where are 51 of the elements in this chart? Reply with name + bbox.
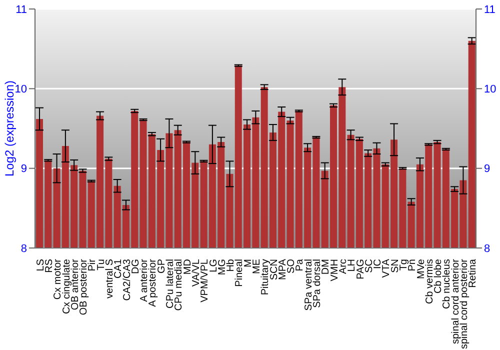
x-tick-label: LS [35,258,46,272]
x-tick-label: ME [252,258,262,274]
x-tick-label: Tg [398,259,410,271]
x-tick-label: Pir [87,258,98,272]
y2-tick-label: 11 [484,4,496,16]
x-tick-label: MG [216,258,228,276]
x-tick-label: Tu [96,259,107,270]
x-tick-label: Pa [294,258,306,272]
x-tick-label: Pineal [234,259,246,287]
x-tick-label: Arc [338,259,349,274]
x-tick-label: A posterior [148,258,159,307]
x-tick-label: spinal cord posterior [459,258,470,350]
x-tick-label: RS [44,258,55,273]
x-tick-label: LG [208,258,220,272]
x-tick-label: SPa ventral [303,259,314,311]
y2-tick-label: 8 [484,242,490,255]
x-tick-label: CPu medial [174,259,185,311]
x-tick-label: DG [130,258,142,274]
x-tick-label: LH [346,259,358,272]
x-tick-label: VMH [329,259,340,282]
x-tick-label: SC [364,259,375,273]
y2-tick-label: 9 [484,163,490,176]
x-tick-label: DM [320,259,332,275]
x-tick-label: SN [390,259,401,273]
x-tick-label: Retina [468,258,479,288]
x-tick-label: GP [156,258,168,274]
x-tick-label: OB anterior [70,258,81,310]
x-tick-label: Pituitary [260,259,272,296]
x-tick-label: OB posterior [78,258,90,316]
x-tick-label: PAG [355,258,366,280]
x-tick-label: VTA [381,258,392,278]
y-tick-label: 11 [16,4,27,16]
x-tick-label: CA1 [113,258,124,278]
x-tick-label: Cx cingulate [61,258,72,314]
x-tick-label: M [242,259,254,268]
x-tick-label: spinal cord anterior [450,258,462,344]
y-axis-title: Log2 (expression) [2,80,16,177]
x-tick-label: VPM/VPL [200,258,211,302]
y-tick-label: 8 [20,242,27,255]
y2-tick-label: 10 [484,84,496,96]
x-tick-label: Cb vermis [424,259,436,304]
x-tick-label: Pn [407,259,418,272]
y-tick-label: 10 [14,84,27,96]
x-tick-label: VA/VL [190,258,202,287]
x-tick-label: CA2/CA3 [122,258,133,301]
x-tick-label: MPA [277,258,288,280]
x-tick-label: SCN [268,259,280,280]
x-tick-label: ventral S [104,258,116,298]
x-tick-label: Cb nucleus [442,259,453,310]
y-tick-label: 9 [20,163,27,176]
x-tick-label: MVe [416,258,427,280]
